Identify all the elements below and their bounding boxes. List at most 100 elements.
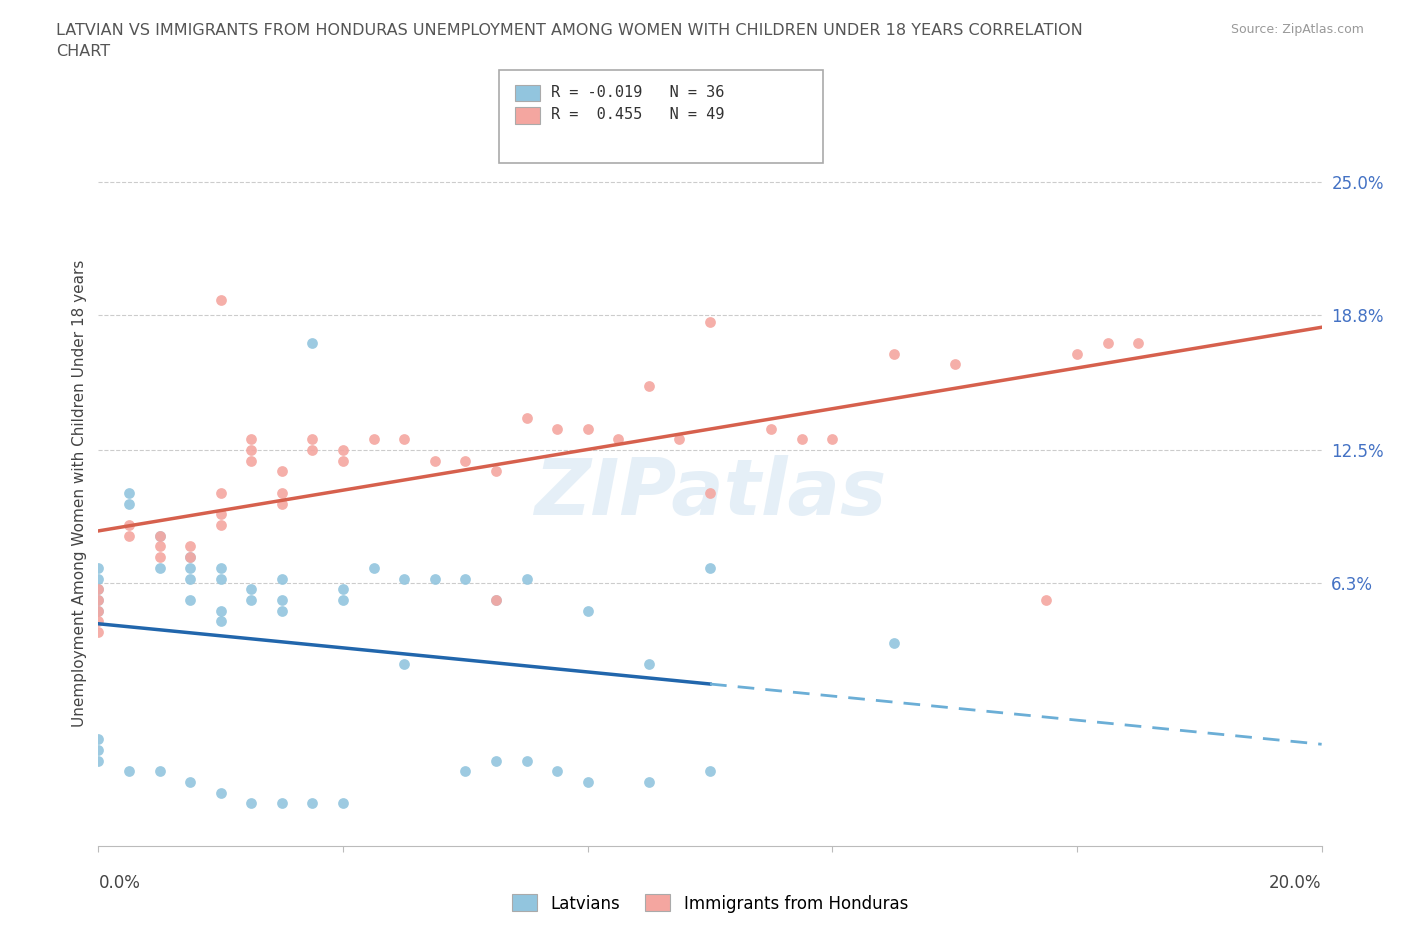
Point — [485, 592, 508, 607]
Point — [179, 539, 201, 554]
Point — [270, 796, 292, 811]
Point — [209, 507, 232, 522]
Point — [209, 293, 232, 308]
Point — [209, 785, 232, 800]
Point — [485, 592, 508, 607]
Point — [392, 571, 416, 586]
Text: 20.0%: 20.0% — [1270, 874, 1322, 892]
Point — [209, 561, 232, 576]
Point — [759, 421, 782, 436]
Point — [149, 561, 172, 576]
Point — [87, 582, 110, 597]
Point — [363, 561, 385, 576]
Point — [87, 732, 110, 747]
Point — [118, 497, 141, 512]
Point — [485, 464, 508, 479]
Point — [883, 635, 905, 650]
Point — [118, 528, 141, 543]
Point — [1035, 592, 1057, 607]
Point — [821, 432, 844, 446]
Point — [179, 550, 201, 565]
Point — [209, 604, 232, 618]
Point — [149, 539, 172, 554]
Point — [87, 571, 110, 586]
Point — [1066, 346, 1088, 361]
Text: R =  0.455   N = 49: R = 0.455 N = 49 — [551, 107, 724, 122]
Point — [240, 582, 263, 597]
Point — [516, 753, 538, 768]
Point — [423, 571, 446, 586]
Point — [87, 604, 110, 618]
Point — [87, 561, 110, 576]
Point — [392, 657, 416, 671]
Point — [1097, 336, 1119, 351]
Point — [270, 497, 292, 512]
Legend: Latvians, Immigrants from Honduras: Latvians, Immigrants from Honduras — [506, 888, 914, 919]
Point — [454, 571, 477, 586]
Point — [118, 764, 141, 778]
Point — [454, 764, 477, 778]
Point — [943, 357, 966, 372]
Point — [149, 764, 172, 778]
Point — [423, 453, 446, 468]
Point — [270, 592, 292, 607]
Text: 0.0%: 0.0% — [98, 874, 141, 892]
Point — [240, 453, 263, 468]
Point — [332, 453, 354, 468]
Point — [637, 657, 661, 671]
Point — [332, 582, 354, 597]
Point — [576, 421, 599, 436]
Point — [576, 775, 599, 790]
Point — [179, 775, 201, 790]
Point — [118, 518, 141, 533]
Point — [87, 625, 110, 640]
Point — [485, 753, 508, 768]
Point — [546, 421, 568, 436]
Point — [270, 571, 292, 586]
Point — [668, 432, 690, 446]
Point — [332, 592, 354, 607]
Point — [209, 518, 232, 533]
Point — [209, 571, 232, 586]
Point — [87, 582, 110, 597]
Point — [149, 528, 172, 543]
Point — [179, 571, 201, 586]
Point — [699, 485, 721, 500]
Point — [392, 432, 416, 446]
Point — [270, 604, 292, 618]
Point — [301, 336, 323, 351]
Point — [607, 432, 630, 446]
Point — [209, 614, 232, 629]
Point — [637, 775, 661, 790]
Point — [240, 443, 263, 458]
Point — [270, 485, 292, 500]
Point — [240, 432, 263, 446]
Point — [516, 410, 538, 425]
Text: LATVIAN VS IMMIGRANTS FROM HONDURAS UNEMPLOYMENT AMONG WOMEN WITH CHILDREN UNDER: LATVIAN VS IMMIGRANTS FROM HONDURAS UNEM… — [56, 23, 1083, 38]
Text: Source: ZipAtlas.com: Source: ZipAtlas.com — [1230, 23, 1364, 36]
Point — [270, 464, 292, 479]
Point — [118, 485, 141, 500]
Point — [332, 443, 354, 458]
Point — [576, 604, 599, 618]
Point — [179, 592, 201, 607]
Point — [883, 346, 905, 361]
Point — [332, 796, 354, 811]
Point — [240, 796, 263, 811]
Point — [87, 592, 110, 607]
Point — [546, 764, 568, 778]
Point — [179, 561, 201, 576]
Point — [699, 314, 721, 329]
Point — [790, 432, 813, 446]
Point — [87, 753, 110, 768]
Text: ZIPatlas: ZIPatlas — [534, 455, 886, 531]
Point — [301, 796, 323, 811]
Point — [363, 432, 385, 446]
Point — [454, 453, 477, 468]
Point — [87, 614, 110, 629]
Point — [637, 379, 661, 393]
Point — [179, 550, 201, 565]
Point — [699, 561, 721, 576]
Point — [87, 604, 110, 618]
Y-axis label: Unemployment Among Women with Children Under 18 years: Unemployment Among Women with Children U… — [72, 259, 87, 726]
